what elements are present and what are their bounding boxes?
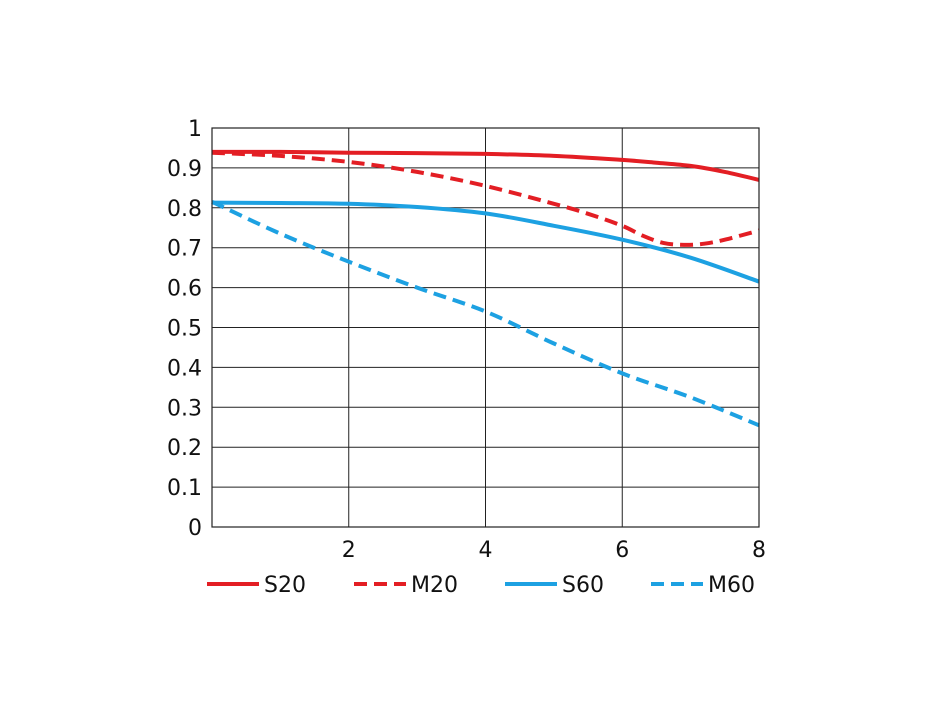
y-tick-label: 0.7 <box>167 237 202 262</box>
y-tick-label: 0.6 <box>167 277 202 302</box>
legend-item-s20: S20 <box>207 573 306 598</box>
legend-item-m20: M20 <box>354 573 458 598</box>
y-tick-label: 0 <box>188 516 202 541</box>
x-tick-label: 8 <box>752 538 766 563</box>
plot-area-frame <box>211 127 760 528</box>
legend-label: M20 <box>411 573 458 598</box>
y-tick-label: 0.1 <box>167 476 202 501</box>
x-tick-label: 4 <box>479 538 493 563</box>
legend-label: S60 <box>562 573 604 598</box>
x-tick-label: 6 <box>615 538 629 563</box>
grid <box>212 128 759 527</box>
series-line-s20 <box>211 149 760 182</box>
legend-item-s60: S60 <box>505 573 604 598</box>
y-tick-label: 1 <box>188 117 202 142</box>
series-line-s60 <box>211 200 760 284</box>
legend-label: S20 <box>264 573 306 598</box>
legend-item-m60: M60 <box>651 573 755 598</box>
legend: S20 M20 S60 M60 <box>207 573 755 598</box>
legend-label: M60 <box>708 573 755 598</box>
x-tick-label: 2 <box>342 538 356 563</box>
y-axis-tick-labels: 0 0.1 0.2 0.3 0.4 0.5 0.6 0.7 0.8 0.9 1 <box>167 117 202 541</box>
y-tick-label: 0.9 <box>167 157 202 182</box>
y-tick-label: 0.4 <box>167 356 202 381</box>
y-tick-label: 0.5 <box>167 317 202 342</box>
x-axis-tick-labels: 2 4 6 8 <box>342 538 766 563</box>
y-tick-label: 0.2 <box>167 436 202 461</box>
y-tick-label: 0.3 <box>167 396 202 421</box>
series-lines <box>211 149 760 428</box>
series-line-m20 <box>211 150 760 247</box>
y-tick-label: 0.8 <box>167 197 202 222</box>
